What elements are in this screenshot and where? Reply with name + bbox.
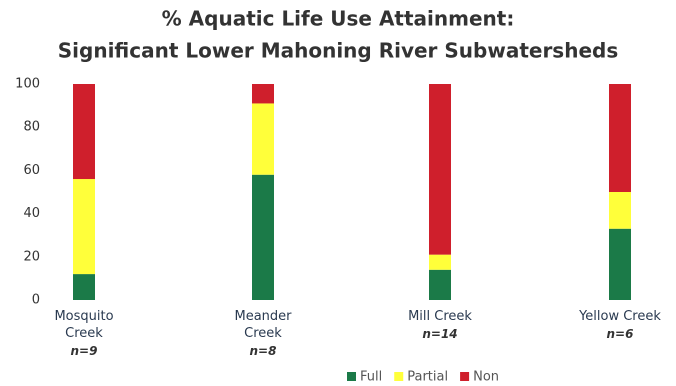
bar-segment <box>609 192 631 229</box>
sample-size-label: n=9 <box>70 344 98 358</box>
bar-segment <box>73 179 95 275</box>
y-tick-label: 100 <box>15 77 40 92</box>
sample-size-label: n=8 <box>249 344 277 358</box>
y-tick-label: 40 <box>23 206 40 221</box>
chart-subtitle: Significant Lower Mahoning River Subwate… <box>58 39 618 63</box>
y-tick-label: 60 <box>23 163 40 178</box>
y-tick-label: 0 <box>32 293 40 308</box>
bar-segment <box>252 174 274 300</box>
bar-segment <box>252 103 274 175</box>
bar-segment <box>252 84 274 104</box>
bar-segment <box>609 228 631 300</box>
bar-segment <box>609 84 631 192</box>
x-tick-label: Meander Creek <box>234 309 292 341</box>
bar-segment <box>429 254 451 270</box>
x-tick-label: Mosquito Creek <box>54 309 114 341</box>
y-tick-label: 80 <box>23 120 40 135</box>
legend-swatch <box>347 372 356 381</box>
bar-segment <box>429 269 451 300</box>
sample-size-label: n=14 <box>422 327 458 341</box>
x-tick-label: Mill Creek <box>408 309 472 324</box>
legend-swatch <box>394 372 404 381</box>
legend-swatch <box>460 372 470 381</box>
x-tick-label: Yellow Creek <box>579 309 661 324</box>
legend-label: Partial <box>407 370 448 385</box>
legend-label: Full <box>360 370 382 385</box>
bar-segment <box>429 84 451 255</box>
legend-label: Non <box>473 370 499 385</box>
sample-size-label: n=6 <box>606 327 634 341</box>
y-tick-label: 20 <box>23 249 40 264</box>
bar-segment <box>73 84 95 180</box>
bar-segment <box>73 274 95 300</box>
chart-title: % Aquatic Life Use Attainment: <box>162 7 515 31</box>
